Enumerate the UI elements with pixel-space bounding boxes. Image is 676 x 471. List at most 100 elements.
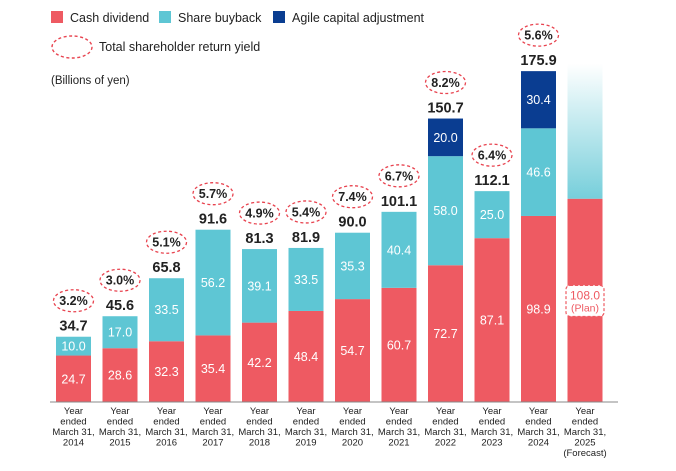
bar-total-label: 112.1 [474,173,510,189]
bar-segment-share_buyback [56,336,91,356]
yield-label: 4.9% [245,207,274,221]
bar-value-label: 40.4 [387,243,411,257]
x-tick-label-line: March 31, [238,427,280,438]
bar-segment-cash_dividend [149,341,184,402]
x-tick-label-line: March 31, [564,427,606,438]
bar-total-label: 90.0 [338,215,366,231]
bar-value-label: 72.7 [433,327,457,341]
bar-total-label: 81.9 [292,230,320,246]
x-tick-label-line: March 31, [424,427,466,438]
x-tick-label-line: March 31, [99,427,141,438]
bar-segment-cash_dividend [521,215,556,402]
bar-value-label: 10.0 [61,340,85,354]
legend-swatch-cash-dividend [51,11,63,23]
bar-value-label: 46.6 [526,166,550,180]
bar-value-label: 48.4 [294,350,318,364]
x-tick-label-line: March 31, [192,427,234,438]
x-tick-label-line: 2022 [435,438,456,449]
bar-value-label: 33.5 [154,303,178,317]
x-tick-label-line: ended [525,417,551,428]
x-tick-label-line: March 31, [285,427,327,438]
x-tick-label-line: 2025 [574,438,595,449]
bar-total-label: 91.6 [199,212,227,228]
yield-circle [238,201,281,225]
yield-label: 8.2% [431,76,460,90]
bar-segment-cash_dividend [102,348,138,402]
legend-label-share-buyback: Share buyback [178,11,262,25]
yield-label: 7.4% [338,190,367,204]
bar-segment-share_buyback [149,278,184,342]
x-tick-label-line: March 31, [471,427,513,438]
bar-value-label: 87.1 [480,314,504,328]
x-tick-label-line: ended [60,417,86,428]
x-tick-label: Year ended March 31, 2023 [471,406,513,449]
legend-swatch-agile [273,11,285,23]
bar-segment-cash_dividend [335,299,370,402]
bar-value-label: 24.7 [61,372,85,386]
bar-total-label: 175.9 [520,53,556,69]
x-tick-label-line: ended [572,417,598,428]
x-tick-label-line: ended [200,417,226,428]
x-tick-label-line: Year [64,406,83,417]
x-tick-label-line: March 31, [52,427,94,438]
bar-segment-cash_dividend [381,287,417,402]
yield-label: 6.4% [478,149,507,163]
yield-label: 6.7% [385,169,414,183]
bar-value-label: 58.0 [433,204,457,218]
bar-total-label: 65.8 [152,260,180,276]
bar-segment-cash_dividend [474,238,510,402]
x-tick-label-line: March 31, [517,427,559,438]
yield-circle [145,230,188,254]
x-tick-label-line: Year [250,406,269,417]
bar-total-label: 45.6 [106,298,134,314]
x-tick-label-line: ended [246,417,272,428]
legend-label-agile: Agile capital adjustment [292,11,425,25]
x-tick-label-line: Year [296,406,315,417]
bar-value-label: 98.9 [526,302,550,316]
bar-segment-share_buyback [102,316,138,349]
yield-circle [424,70,467,95]
bar-value-label: 32.3 [154,365,178,379]
yield-circle [285,200,327,224]
x-tick-label-line: Year [436,406,455,417]
x-tick-label-line: Year [343,406,362,417]
x-tick-label-line: ended [479,417,505,428]
x-tick-label-line: ended [432,417,458,428]
x-tick-label-line: Year [389,406,408,417]
x-tick-label-line: Year [203,406,222,417]
bar-segment-share_buyback [474,191,510,239]
bar-value-label: 30.4 [526,93,550,107]
bar-value-label: 35.3 [340,259,364,273]
x-tick-label-line: March 31, [331,427,373,438]
bar-value-label: 56.2 [201,276,225,290]
bar-total-label: 34.7 [59,319,87,335]
x-tick-label-line: 2015 [109,438,130,449]
x-tick-label: Year ended March 31, 2014 [52,406,94,449]
x-tick-label-line: 2023 [481,438,502,449]
x-tick-label: Year ended March 31, 2020 [331,406,373,449]
bar-total-label: 150.7 [427,101,463,117]
bar-value-label: 33.5 [294,273,318,287]
bar-total-label: 81.3 [245,231,273,247]
x-tick-label-line: March 31, [145,427,187,438]
bar-segment-cash_dividend [195,335,231,402]
x-tick-label: Year ended March 31, 2025 (Forecast) [563,406,606,459]
x-tick-label: Year ended March 31, 2021 [378,406,420,449]
bar-segment-share_buyback [521,128,556,216]
bar-value-label: 39.1 [247,279,271,293]
legend-yield-circle [51,35,93,59]
x-tick-label-line: 2021 [388,438,409,449]
yield-circle [517,23,560,47]
bar-value-label: 25.0 [480,208,504,222]
x-tick-label: Year ended March 31, 2018 [238,406,280,449]
x-tick-label-line: 2019 [295,438,316,449]
yield-circle [331,185,374,209]
yield-circle [52,289,95,313]
x-tick-label-line: ended [339,417,365,428]
bar-value-label: 54.7 [340,344,364,358]
bars-layer: 24.7 10.0 34.7 3.2% 28.6 17.0 45.6 3.0% 32.3 33.5… [52,23,605,402]
x-tick-label-line: March 31, [378,427,420,438]
bar-segment-share_buyback [428,156,463,266]
